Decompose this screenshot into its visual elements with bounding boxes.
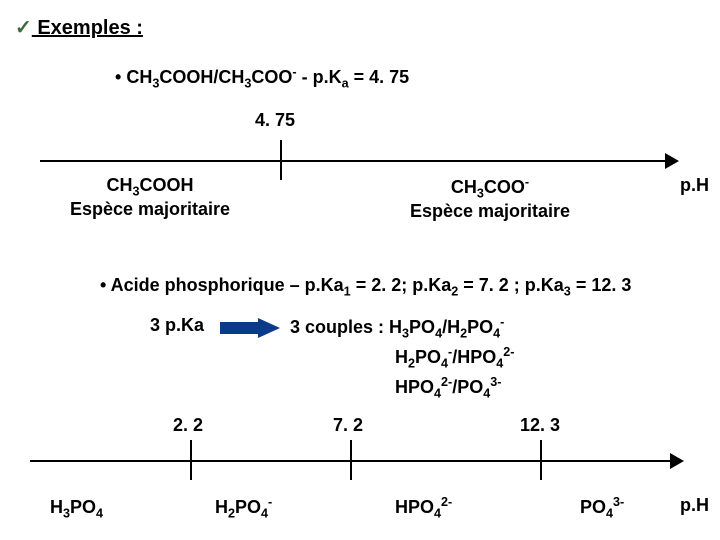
t: COO (251, 67, 292, 87)
t: 4 (434, 507, 441, 521)
t: 3- (613, 495, 624, 509)
t: H (215, 497, 228, 517)
couple-2: H2PO4-/HPO42- (395, 345, 514, 371)
three-pka-label: 3 p.Ka (150, 315, 204, 336)
t: 2- (503, 345, 514, 359)
t: 1 (344, 285, 351, 299)
ex2-sp-1: H2PO4- (215, 495, 272, 521)
bullet-icon: • (115, 67, 121, 87)
t: - (268, 495, 272, 509)
t: = 4. 75 (349, 67, 410, 87)
t: - (525, 175, 529, 189)
arrow-right-icon (665, 153, 679, 169)
ex2-ph-label: p.H (680, 495, 709, 516)
t: PO (70, 497, 96, 517)
page-title: ✓ Exemples : (15, 15, 143, 40)
t: 3 (132, 185, 139, 199)
title-text: Exemples : (32, 17, 143, 39)
t: 4 (261, 507, 268, 521)
three-couples: 3 couples : H3PO4/H2PO4- (290, 315, 670, 341)
t: PO (415, 347, 441, 367)
t: HPO (395, 377, 434, 397)
t: H (50, 497, 63, 517)
t: /PO (452, 377, 483, 397)
ex2-tick-3 (540, 440, 542, 480)
t: = 7. 2 ; p.Ka (458, 275, 564, 295)
ex1-ph-label: p.H (680, 175, 709, 196)
t: PO (467, 317, 493, 337)
ex2-pka3: 12. 3 (520, 415, 560, 436)
t: PO (580, 497, 606, 517)
t: H (389, 317, 402, 337)
t: Espèce majoritaire (410, 201, 570, 221)
ex2-sp-0: H3PO4 (50, 495, 103, 521)
t: 2- (441, 495, 452, 509)
t: PO (409, 317, 435, 337)
t: PO (235, 497, 261, 517)
ex1-right-species: CH3COO- Espèce majoritaire (370, 175, 610, 222)
ex2-pka1: 2. 2 (173, 415, 203, 436)
t: a (342, 77, 349, 91)
t: COO (484, 177, 525, 197)
t: 4 (441, 357, 448, 371)
arrow-right-icon (670, 453, 684, 469)
t: 2 (228, 507, 235, 521)
t: /HPO (452, 347, 496, 367)
couple-3: HPO42-/PO43- (395, 375, 501, 401)
t: 3 couples : (290, 317, 389, 337)
t: = 12. 3 (571, 275, 632, 295)
t: = 2. 2; p.Ka (351, 275, 452, 295)
arrow-right-icon (220, 318, 280, 338)
ex2-text: • Acide phosphorique – p.Ka1 = 2. 2; p.K… (100, 275, 631, 299)
t: Acide phosphorique – p.Ka (106, 275, 343, 295)
ex2-pka2: 7. 2 (333, 415, 363, 436)
t: 2- (441, 375, 452, 389)
t: COOH (140, 175, 194, 195)
t: 3 (477, 187, 484, 201)
t: - (500, 315, 504, 329)
t: CH (451, 177, 477, 197)
t: 3- (490, 375, 501, 389)
t: CH (106, 175, 132, 195)
ex1-tick (280, 140, 282, 180)
ex1-left-species: CH3COOH Espèce majoritaire (50, 175, 250, 220)
t: 4 (606, 507, 613, 521)
check-icon: ✓ (15, 17, 32, 39)
t: - p.K (297, 67, 342, 87)
t: 4 (96, 507, 103, 521)
t: COOH/CH (159, 67, 244, 87)
t: /H (442, 317, 460, 337)
ex2-tick-2 (350, 440, 352, 480)
t: 3 (564, 285, 571, 299)
ex1-formula: • CH3COOH/CH3COO- - p.Ka = 4. 75 (115, 65, 409, 91)
t: 3 (63, 507, 70, 521)
ex2-sp-3: PO43- (580, 495, 624, 521)
t: Espèce majoritaire (70, 199, 230, 219)
ex1-axis (40, 160, 665, 162)
t: 4 (434, 387, 441, 401)
t: CH (126, 67, 152, 87)
ex2-sp-2: HPO42- (395, 495, 452, 521)
t: H (395, 347, 408, 367)
ex1-pka-value: 4. 75 (255, 110, 295, 131)
t: HPO (395, 497, 434, 517)
t: 2 (408, 357, 415, 371)
ex2-tick-1 (190, 440, 192, 480)
t: 3 (402, 327, 409, 341)
